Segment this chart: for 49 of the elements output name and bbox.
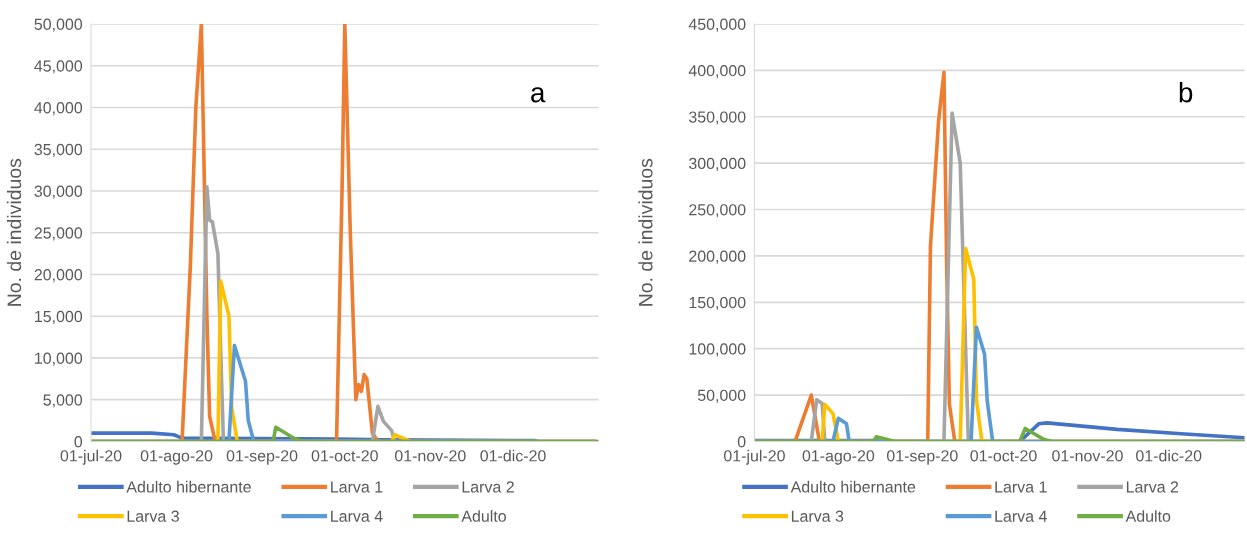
x-tick-label: 01-jul-20 <box>60 449 122 465</box>
legend-label: Larva 4 <box>995 510 1047 522</box>
x-tick-label: 01-dic-20 <box>1136 449 1202 462</box>
x-tick-label: 01-ago-20 <box>802 450 875 465</box>
legend-label: Larva 1 <box>331 481 383 493</box>
x-tick-label: 01-nov-20 <box>1052 450 1123 462</box>
legend-label: Larva 4 <box>331 510 383 522</box>
y-axis-title: No. de individuos <box>638 158 653 306</box>
y-tick-label: 200,000 <box>689 250 746 264</box>
y-tick-label: 0 <box>74 436 83 448</box>
legend-label: Larva 1 <box>995 481 1047 493</box>
y-tick-label: 250,000 <box>689 204 746 218</box>
x-tick-label: 01-jul-20 <box>723 449 785 465</box>
y-tick-label: 45,000 <box>34 60 83 74</box>
legend-label: Larva 3 <box>791 510 844 522</box>
y-tick-label: 25,000 <box>34 227 83 241</box>
annotation: b <box>1179 82 1193 103</box>
annotation: a <box>531 87 546 103</box>
y-tick-label: 5,000 <box>43 394 83 408</box>
y-tick-label: 20,000 <box>34 269 83 283</box>
x-tick-label: 01-sep-20 <box>886 450 958 465</box>
x-tick-label: 01-nov-20 <box>394 450 466 462</box>
y-tick-label: 30,000 <box>34 185 83 199</box>
x-tick-label: 01-oct-20 <box>970 450 1037 462</box>
y-tick-label: 15,000 <box>35 310 83 325</box>
legend-label: Adulto <box>461 510 506 522</box>
x-tick-label: 01-ago-20 <box>140 450 213 465</box>
y-tick-label: 300,000 <box>688 157 746 171</box>
legend-label: Adulto <box>1125 510 1171 522</box>
y-tick-label: 100,000 <box>689 343 746 357</box>
y-tick-label: 10,000 <box>35 352 83 366</box>
x-tick-label: 01-oct-20 <box>311 450 378 462</box>
y-tick-label: 50,000 <box>34 18 83 32</box>
x-tick-label: 01-sep-20 <box>226 450 298 465</box>
legend-label: Adulto hibernante <box>126 480 251 493</box>
y-tick-label: 400,000 <box>688 65 746 79</box>
legend-label: Adulto hibernante <box>790 480 916 493</box>
y-tick-label: 40,000 <box>34 102 83 116</box>
x-tick-label: 01-dic-20 <box>480 449 546 462</box>
y-axis-title: No. de individuos <box>6 158 22 306</box>
legend-label: Larva 2 <box>1126 481 1179 493</box>
y-tick-label: 150,000 <box>689 296 746 311</box>
y-tick-label: 350,000 <box>688 111 746 125</box>
legend-label: Larva 3 <box>127 510 179 522</box>
y-tick-label: 450,000 <box>688 18 746 32</box>
y-tick-label: 0 <box>737 436 746 448</box>
y-tick-label: 35,000 <box>34 143 83 158</box>
legend-label: Larva 2 <box>462 481 514 493</box>
y-tick-label: 50,000 <box>697 389 746 403</box>
